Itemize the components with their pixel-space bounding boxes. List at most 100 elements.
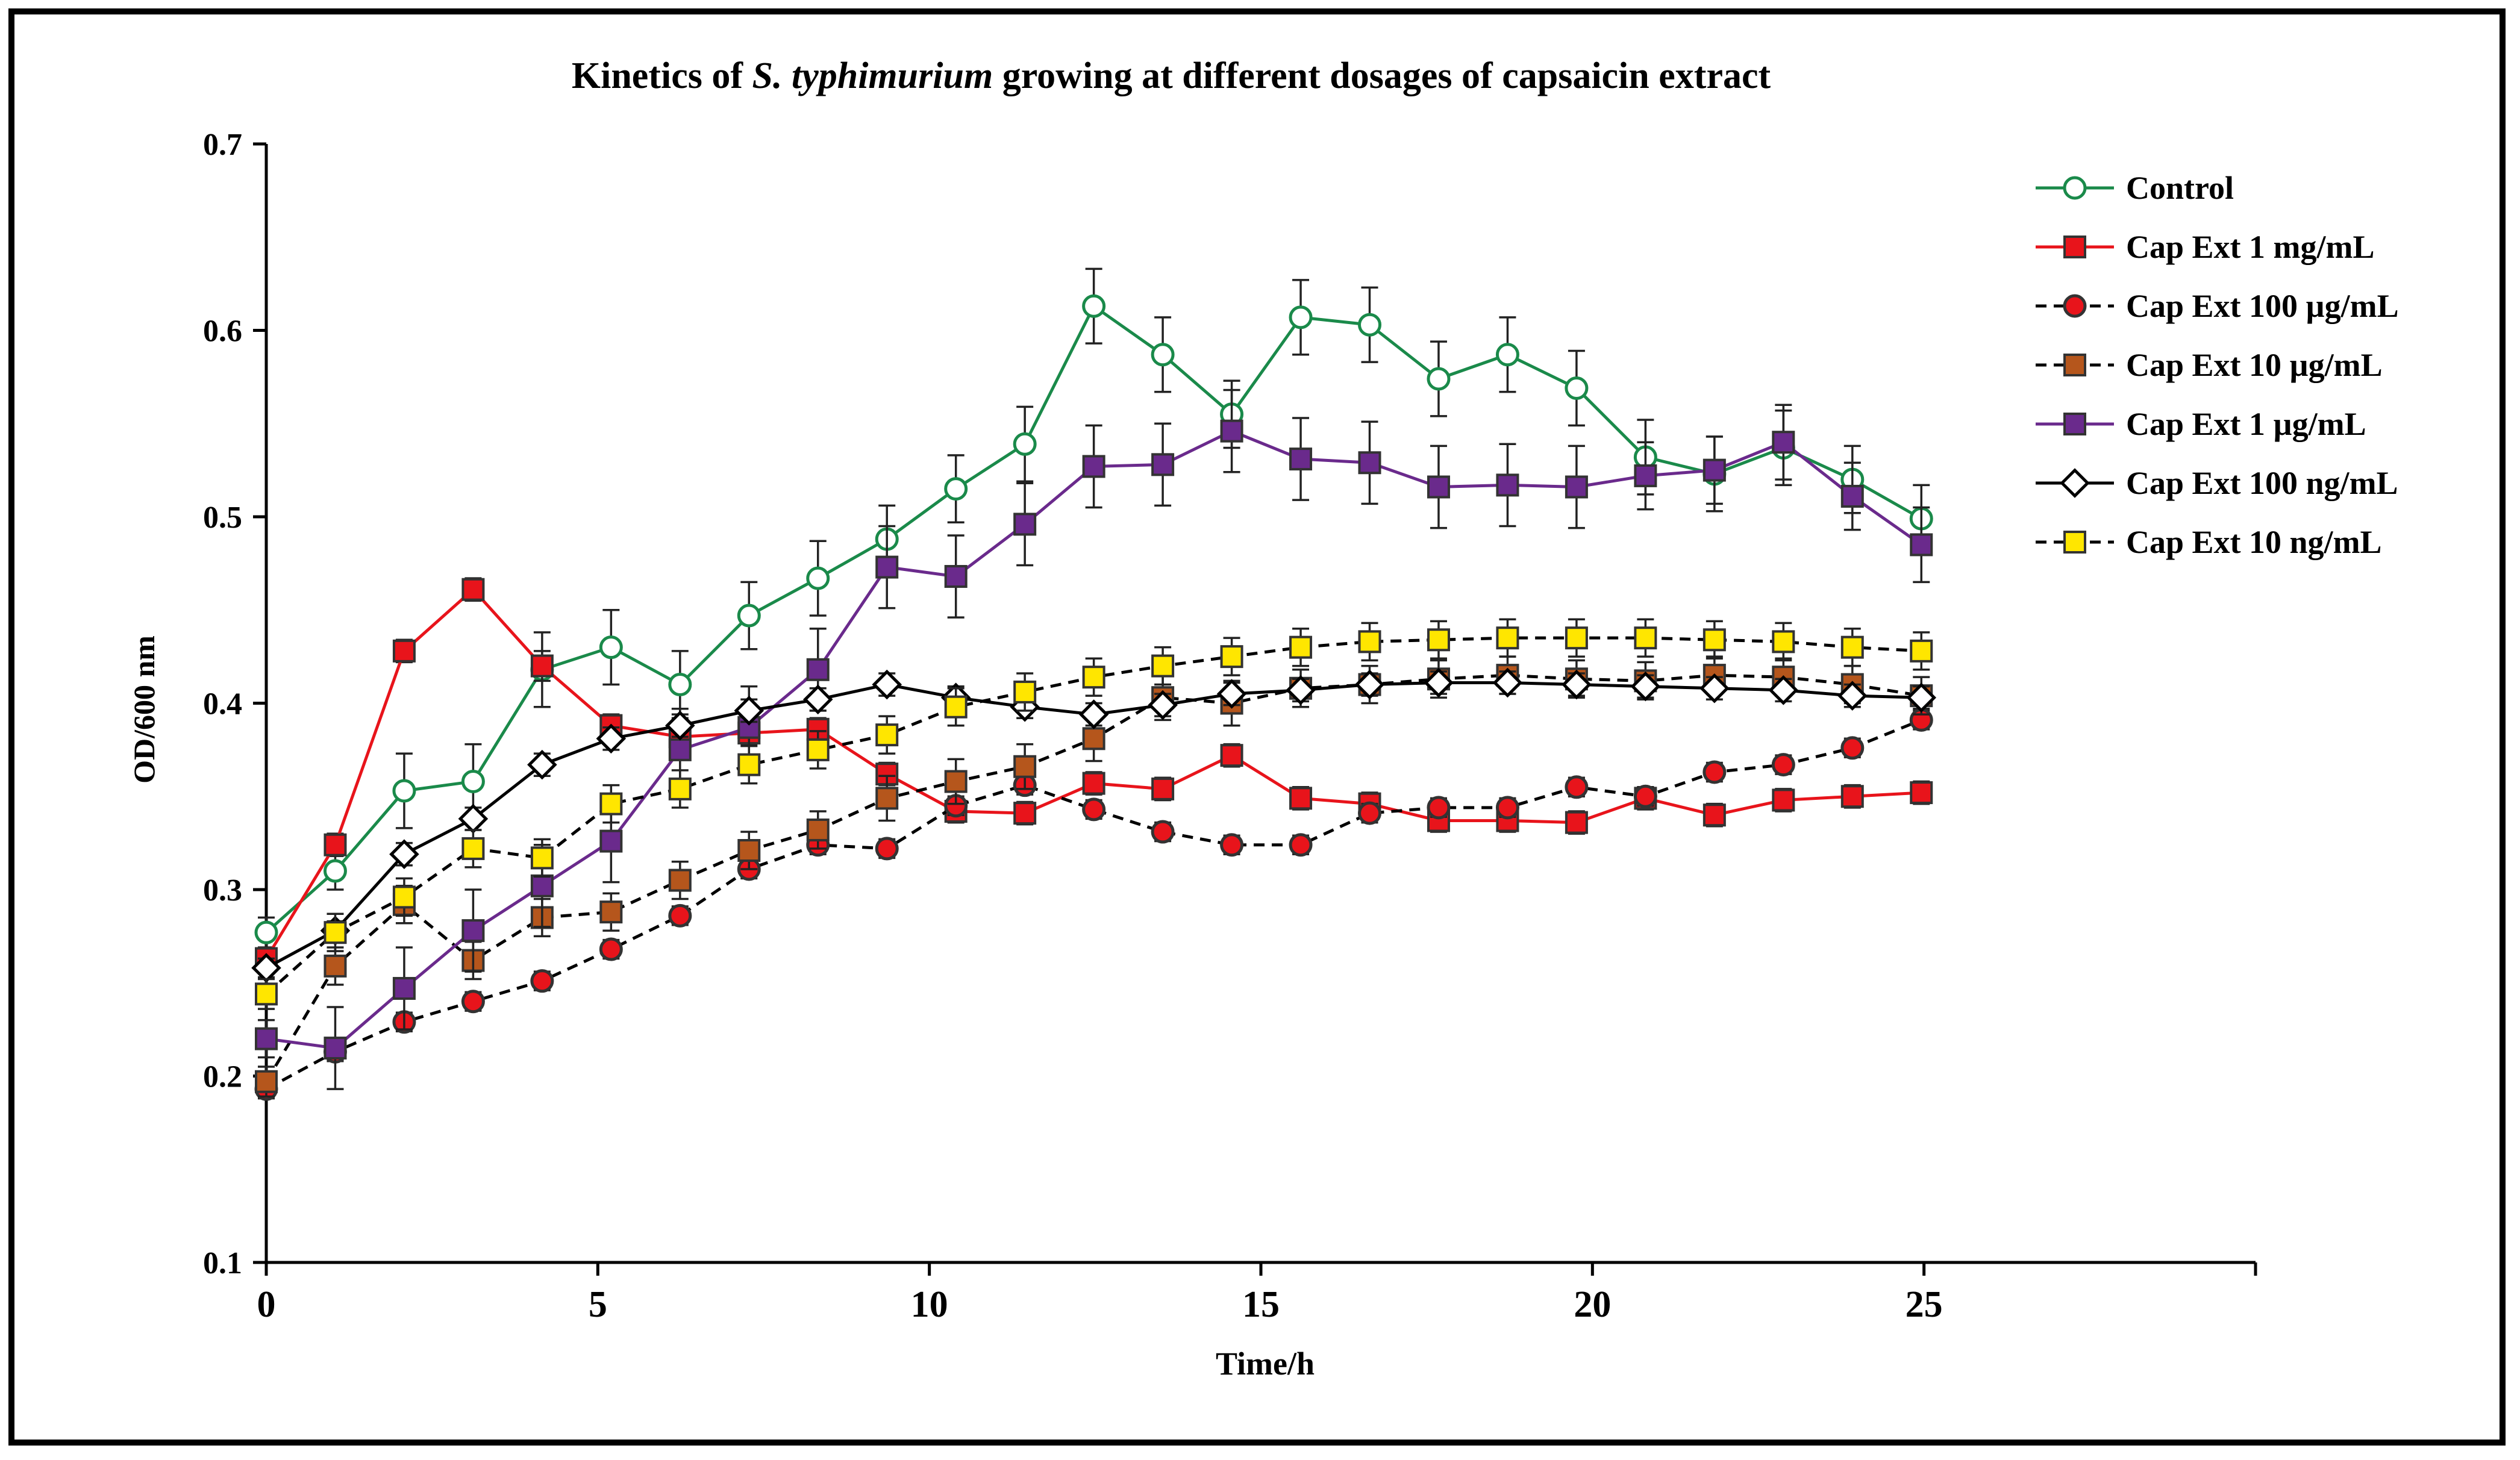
data-point	[944, 477, 968, 501]
data-point	[737, 604, 761, 628]
data-point	[875, 555, 899, 579]
y-axis-label: OD/600 nm	[127, 635, 161, 784]
y-tick-label: 0.5	[203, 501, 242, 535]
legend-entry-1: Cap Ext 1 mg/mL	[2036, 229, 2375, 265]
legend-label: Cap Ext 100 µg/mL	[2126, 288, 2399, 324]
legend-marker	[2063, 294, 2087, 318]
data-point	[1840, 785, 1864, 808]
plot-area	[251, 267, 1937, 1101]
data-point	[1013, 432, 1037, 456]
data-point	[1565, 376, 1589, 400]
data-point	[668, 869, 692, 892]
legend-marker	[2063, 176, 2087, 200]
data-point	[1840, 736, 1865, 760]
legend: Control Cap Ext 1 mg/mL Cap Ext 100 µg/mL C…	[2036, 170, 2399, 560]
figure-frame: Kinetics of S. typhimurium growing at di…	[8, 8, 2506, 1446]
series-1	[255, 577, 1933, 970]
legend-marker	[2063, 531, 2086, 554]
data-point	[1424, 667, 1454, 698]
data-point	[1634, 464, 1657, 487]
data-point	[1220, 645, 1243, 669]
x-tick-label: 5	[589, 1284, 607, 1325]
chart-svg: Kinetics of S. typhimurium growing at di…	[127, 55, 2399, 1382]
data-point	[1220, 833, 1244, 857]
data-point	[324, 954, 347, 978]
data-point	[872, 669, 902, 700]
data-point	[461, 990, 485, 1014]
data-point	[1772, 788, 1795, 812]
data-point	[1151, 453, 1175, 476]
data-point	[1289, 787, 1313, 810]
data-point	[1220, 744, 1243, 767]
data-point	[806, 658, 830, 681]
chart-title-part1: Kinetics of	[572, 55, 752, 96]
data-point	[255, 1070, 278, 1093]
data-point	[1565, 626, 1588, 650]
data-point	[392, 639, 416, 663]
data-point	[599, 900, 623, 924]
x-tick-label: 10	[911, 1284, 948, 1325]
data-point	[1427, 628, 1450, 652]
legend-marker	[2063, 413, 2086, 435]
series-4	[255, 388, 1933, 1090]
y-tick-label: 0.2	[203, 1060, 242, 1094]
data-point	[1562, 669, 1592, 700]
data-point	[1492, 667, 1523, 698]
legend-entry-5: Cap Ext 100 ng/mL	[2036, 465, 2398, 501]
data-point	[1148, 690, 1178, 720]
data-point	[1565, 775, 1589, 799]
legend-entry-2: Cap Ext 100 µg/mL	[2036, 288, 2399, 324]
data-point	[1151, 820, 1175, 844]
data-point	[1702, 458, 1726, 482]
data-point	[1699, 673, 1730, 703]
data-point	[461, 919, 485, 943]
data-point	[1427, 367, 1451, 391]
data-point	[254, 920, 278, 944]
data-point	[1013, 513, 1037, 536]
y-tick-label: 0.1	[203, 1246, 242, 1281]
data-point	[1906, 682, 1937, 713]
data-point	[737, 839, 761, 863]
data-point	[599, 829, 623, 853]
series-2	[254, 708, 1933, 1101]
chart-title: Kinetics of S. typhimurium growing at di…	[572, 55, 1771, 96]
data-point	[1358, 313, 1382, 337]
data-point	[324, 833, 347, 856]
data-point	[734, 696, 764, 726]
y-tick-label: 0.7	[203, 128, 242, 162]
data-point	[1013, 755, 1037, 778]
data-point	[1840, 484, 1864, 508]
data-point	[1496, 626, 1519, 650]
data-point	[324, 1037, 347, 1060]
series-6	[255, 618, 1933, 1010]
data-point	[255, 982, 278, 1006]
data-point	[1220, 419, 1243, 443]
data-point	[1771, 753, 1795, 777]
data-point	[255, 1027, 278, 1050]
data-point	[1702, 803, 1726, 827]
legend-marker	[2063, 354, 2086, 376]
data-point	[324, 921, 347, 944]
legend-entry-0: Control	[2036, 170, 2234, 206]
data-point	[1289, 305, 1313, 329]
data-point	[458, 803, 489, 834]
data-point	[1837, 681, 1868, 711]
data-point	[737, 716, 761, 739]
data-point	[527, 749, 557, 780]
data-point	[1910, 639, 1933, 663]
data-point	[1840, 635, 1864, 659]
data-point	[806, 738, 830, 761]
data-point	[668, 777, 692, 800]
data-point	[323, 859, 347, 883]
data-point	[1289, 448, 1313, 471]
chart-title-species: S. typhimurium	[752, 55, 993, 96]
data-point	[461, 578, 485, 601]
data-point	[1427, 475, 1450, 499]
data-point	[1013, 802, 1037, 825]
legend-entry-6: Cap Ext 10 ng/mL	[2036, 524, 2382, 560]
data-point	[1910, 781, 1933, 805]
data-point	[1630, 671, 1661, 702]
data-point	[1289, 833, 1313, 857]
legend-entry-3: Cap Ext 10 µg/mL	[2036, 347, 2383, 383]
data-point	[530, 969, 554, 993]
